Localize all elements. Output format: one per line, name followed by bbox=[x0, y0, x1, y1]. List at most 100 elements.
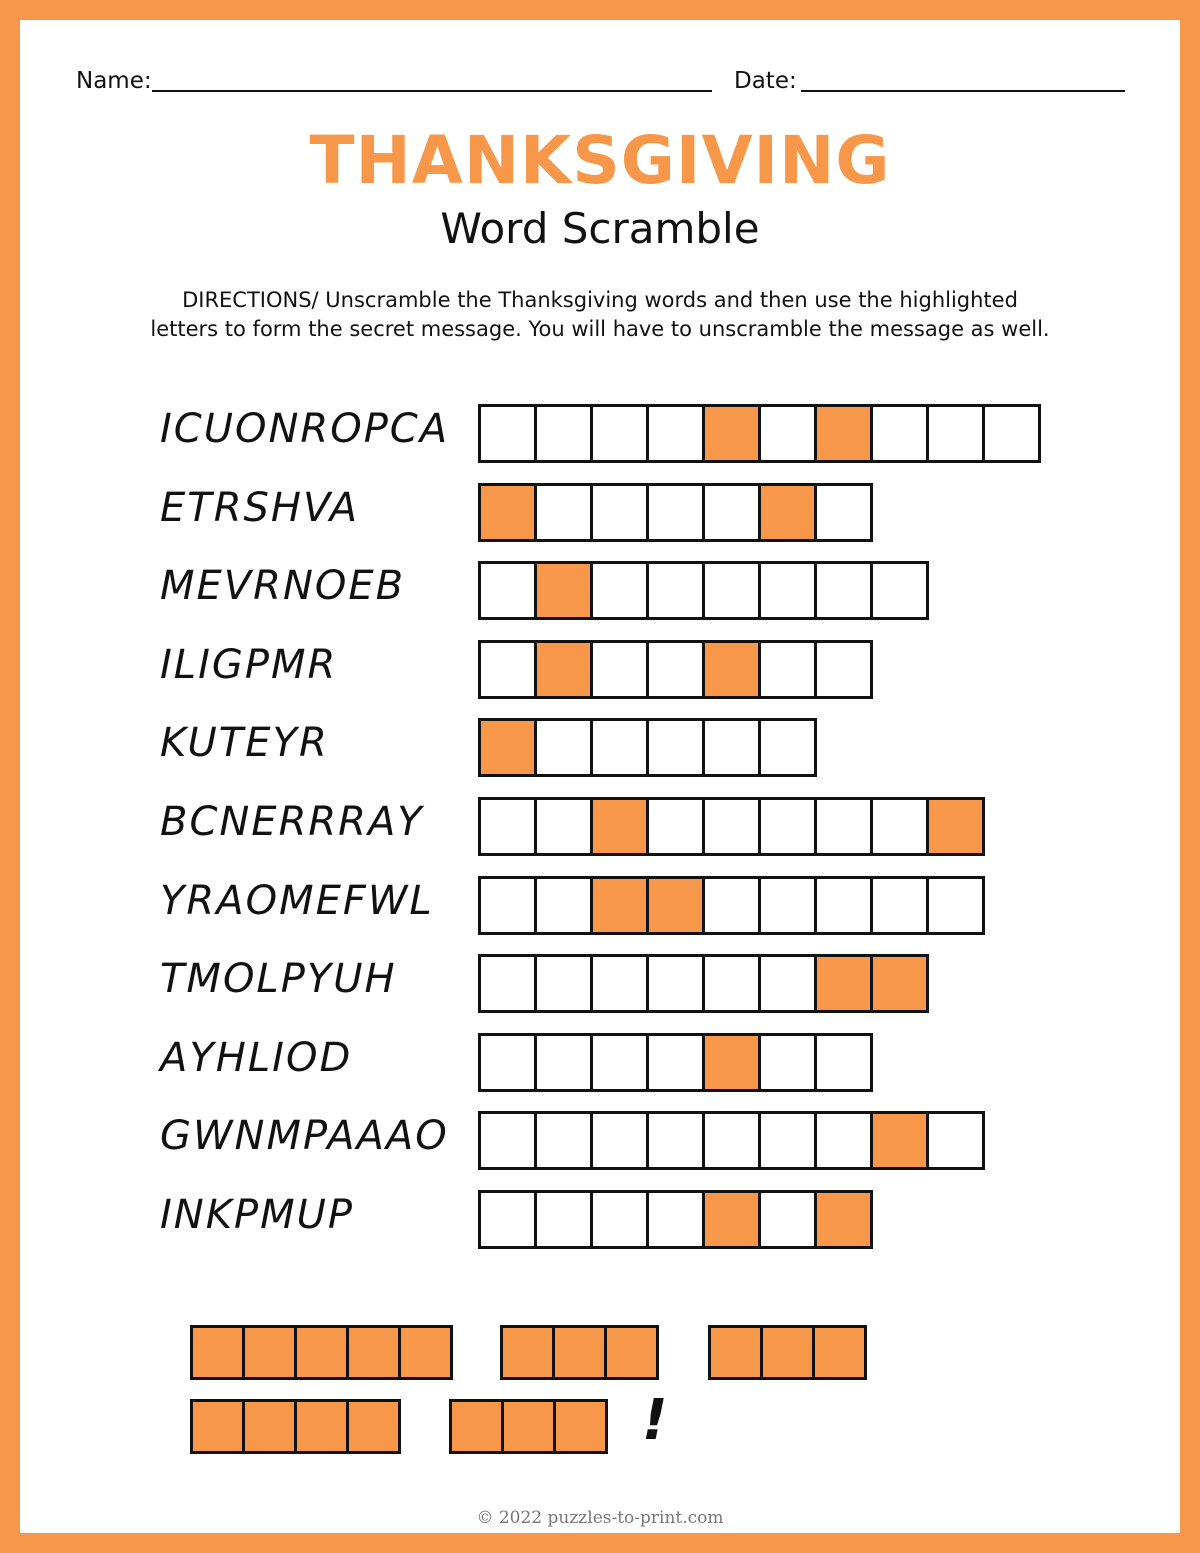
highlighted-letter-box[interactable] bbox=[537, 564, 593, 618]
letter-box[interactable] bbox=[817, 878, 873, 932]
letter-box[interactable] bbox=[537, 957, 593, 1011]
highlighted-letter-box[interactable] bbox=[705, 1035, 761, 1089]
highlighted-letter-box[interactable] bbox=[537, 642, 593, 696]
letter-box[interactable] bbox=[537, 485, 593, 539]
secret-letter-box[interactable] bbox=[452, 1402, 504, 1451]
letter-box[interactable] bbox=[761, 800, 817, 853]
letter-box[interactable] bbox=[649, 1193, 705, 1246]
secret-letter-box[interactable] bbox=[349, 1328, 401, 1377]
letter-box[interactable] bbox=[481, 1114, 537, 1168]
letter-box[interactable] bbox=[537, 721, 593, 775]
letter-box[interactable] bbox=[817, 800, 873, 853]
letter-box[interactable] bbox=[761, 1035, 817, 1089]
letter-box[interactable] bbox=[481, 642, 537, 696]
letter-box[interactable] bbox=[649, 800, 705, 853]
letter-box[interactable] bbox=[481, 878, 537, 932]
letter-box[interactable] bbox=[929, 1114, 985, 1168]
secret-letter-box[interactable] bbox=[401, 1328, 453, 1377]
letter-box[interactable] bbox=[817, 1035, 873, 1089]
letter-box[interactable] bbox=[593, 721, 649, 775]
highlighted-letter-box[interactable] bbox=[817, 407, 873, 460]
letter-box[interactable] bbox=[873, 407, 929, 460]
letter-box[interactable] bbox=[649, 1114, 705, 1168]
letter-box[interactable] bbox=[705, 1114, 761, 1168]
highlighted-letter-box[interactable] bbox=[593, 800, 649, 853]
letter-box[interactable] bbox=[481, 564, 537, 618]
secret-letter-box[interactable] bbox=[607, 1328, 659, 1377]
letter-box[interactable] bbox=[537, 407, 593, 460]
letter-box[interactable] bbox=[873, 800, 929, 853]
letter-box[interactable] bbox=[929, 878, 985, 932]
letter-box[interactable] bbox=[649, 1035, 705, 1089]
highlighted-letter-box[interactable] bbox=[705, 407, 761, 460]
highlighted-letter-box[interactable] bbox=[705, 1193, 761, 1246]
secret-letter-box[interactable] bbox=[297, 1402, 349, 1451]
letter-box[interactable] bbox=[649, 564, 705, 618]
letter-box[interactable] bbox=[649, 721, 705, 775]
secret-letter-box[interactable] bbox=[193, 1402, 245, 1451]
letter-box[interactable] bbox=[817, 564, 873, 618]
letter-box[interactable] bbox=[649, 485, 705, 539]
letter-box[interactable] bbox=[705, 957, 761, 1011]
highlighted-letter-box[interactable] bbox=[873, 957, 929, 1011]
letter-box[interactable] bbox=[817, 1114, 873, 1168]
highlighted-letter-box[interactable] bbox=[481, 721, 537, 775]
letter-box[interactable] bbox=[761, 878, 817, 932]
highlighted-letter-box[interactable] bbox=[761, 485, 817, 539]
letter-box[interactable] bbox=[817, 642, 873, 696]
letter-box[interactable] bbox=[929, 407, 985, 460]
secret-letter-box[interactable] bbox=[245, 1328, 297, 1377]
letter-box[interactable] bbox=[705, 485, 761, 539]
name-field[interactable] bbox=[152, 90, 712, 92]
secret-letter-box[interactable] bbox=[711, 1328, 763, 1377]
letter-box[interactable] bbox=[649, 407, 705, 460]
highlighted-letter-box[interactable] bbox=[593, 878, 649, 932]
secret-letter-box[interactable] bbox=[297, 1328, 349, 1377]
letter-box[interactable] bbox=[873, 878, 929, 932]
secret-letter-box[interactable] bbox=[555, 1328, 607, 1377]
highlighted-letter-box[interactable] bbox=[705, 642, 761, 696]
date-field[interactable] bbox=[801, 90, 1125, 92]
letter-box[interactable] bbox=[593, 485, 649, 539]
letter-box[interactable] bbox=[593, 642, 649, 696]
letter-box[interactable] bbox=[481, 957, 537, 1011]
letter-box[interactable] bbox=[817, 485, 873, 539]
letter-box[interactable] bbox=[593, 1193, 649, 1246]
letter-box[interactable] bbox=[873, 564, 929, 618]
letter-box[interactable] bbox=[649, 957, 705, 1011]
secret-letter-box[interactable] bbox=[193, 1328, 245, 1377]
secret-letter-box[interactable] bbox=[815, 1328, 867, 1377]
secret-letter-box[interactable] bbox=[349, 1402, 401, 1451]
letter-box[interactable] bbox=[481, 800, 537, 853]
letter-box[interactable] bbox=[705, 721, 761, 775]
letter-box[interactable] bbox=[593, 407, 649, 460]
highlighted-letter-box[interactable] bbox=[873, 1114, 929, 1168]
letter-box[interactable] bbox=[761, 407, 817, 460]
letter-box[interactable] bbox=[761, 957, 817, 1011]
letter-box[interactable] bbox=[985, 407, 1041, 460]
letter-box[interactable] bbox=[537, 1035, 593, 1089]
secret-letter-box[interactable] bbox=[556, 1402, 608, 1451]
letter-box[interactable] bbox=[537, 800, 593, 853]
letter-box[interactable] bbox=[481, 1035, 537, 1089]
letter-box[interactable] bbox=[761, 564, 817, 618]
letter-box[interactable] bbox=[537, 878, 593, 932]
letter-box[interactable] bbox=[593, 1035, 649, 1089]
secret-letter-box[interactable] bbox=[763, 1328, 815, 1377]
highlighted-letter-box[interactable] bbox=[817, 957, 873, 1011]
letter-box[interactable] bbox=[537, 1193, 593, 1246]
letter-box[interactable] bbox=[705, 564, 761, 618]
letter-box[interactable] bbox=[761, 1193, 817, 1246]
secret-letter-box[interactable] bbox=[504, 1402, 556, 1451]
letter-box[interactable] bbox=[761, 721, 817, 775]
secret-letter-box[interactable] bbox=[245, 1402, 297, 1451]
letter-box[interactable] bbox=[537, 1114, 593, 1168]
highlighted-letter-box[interactable] bbox=[481, 485, 537, 539]
highlighted-letter-box[interactable] bbox=[817, 1193, 873, 1246]
highlighted-letter-box[interactable] bbox=[929, 800, 985, 853]
letter-box[interactable] bbox=[593, 1114, 649, 1168]
secret-letter-box[interactable] bbox=[503, 1328, 555, 1377]
letter-box[interactable] bbox=[481, 407, 537, 460]
letter-box[interactable] bbox=[761, 642, 817, 696]
letter-box[interactable] bbox=[593, 564, 649, 618]
